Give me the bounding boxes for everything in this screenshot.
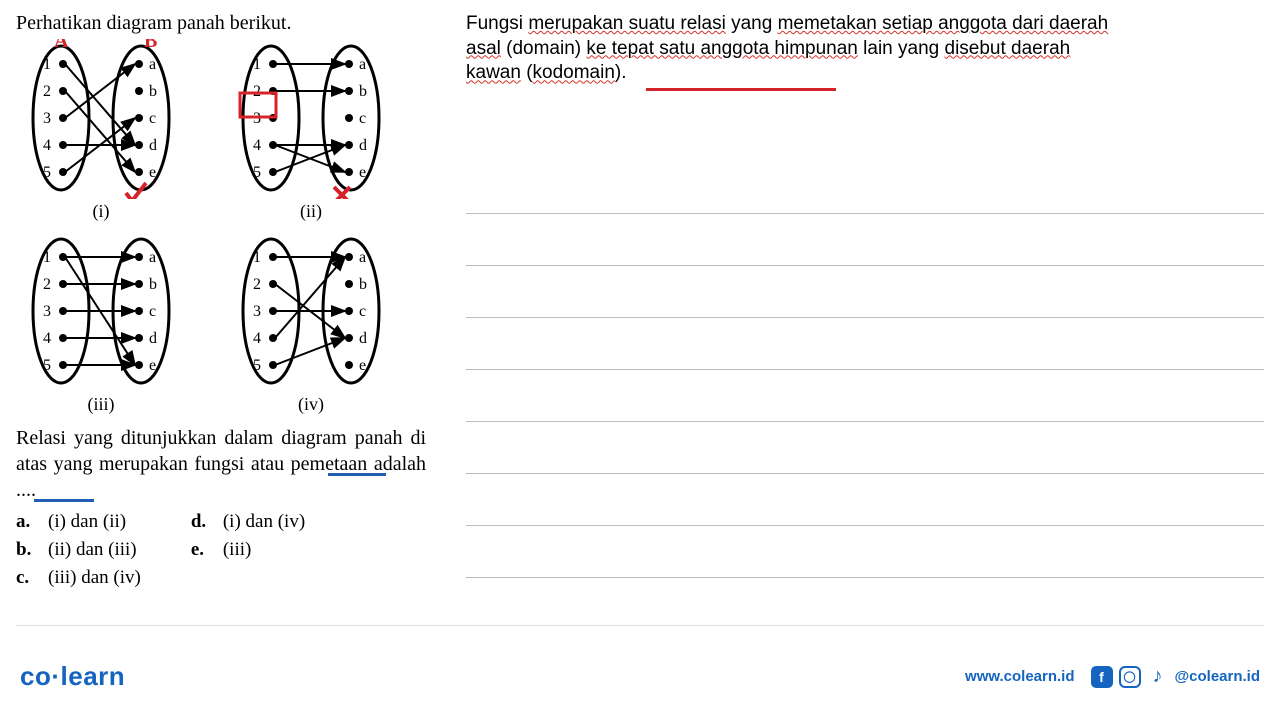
svg-text:d: d	[149, 330, 157, 347]
svg-text:3: 3	[253, 303, 261, 320]
tiktok-icon[interactable]: ♪	[1147, 666, 1169, 688]
social-links: f ◯ ♪ @colearn.id	[1091, 666, 1260, 688]
svg-text:c: c	[149, 303, 156, 320]
svg-text:b: b	[149, 83, 157, 100]
svg-text:3: 3	[43, 110, 51, 127]
mapping-diagram-iv: 1 2 3 4 5 abcde	[226, 232, 396, 392]
option-d[interactable]: d.(i) dan (iv)	[191, 511, 305, 533]
mapping-diagram-iii: 1 2 3 4 5 abcde	[16, 232, 186, 392]
diagram-label-iv: (iv)	[298, 394, 324, 415]
svg-text:c: c	[149, 110, 156, 127]
ruled-lines	[466, 162, 1264, 578]
svg-text:4: 4	[43, 330, 51, 347]
svg-text:b: b	[359, 276, 367, 293]
diagram-row-2: 12345abcde(iii)12345abcde(iv)	[16, 232, 426, 415]
svg-text:e: e	[149, 164, 156, 181]
facebook-icon[interactable]: f	[1091, 666, 1113, 688]
question-text: Relasi yang ditunjukkan dalam diagram pa…	[16, 425, 426, 503]
underline-pemetaan	[34, 499, 94, 502]
diagram-iii: 1 2 3 4 5 abcde (iii)	[16, 232, 186, 415]
svg-text:4: 4	[43, 137, 51, 154]
svg-text:5: 5	[253, 164, 261, 181]
red-underline-annotation	[646, 88, 836, 91]
svg-text:4: 4	[253, 137, 261, 154]
mapping-diagram-ii: 12345abcde	[226, 39, 396, 199]
diagram-iv: 1 2 3 4 5 abcde (iv)	[226, 232, 396, 415]
option-e[interactable]: e.(iii)	[191, 539, 305, 561]
svg-text:a: a	[359, 56, 366, 73]
svg-text:2: 2	[253, 276, 261, 293]
svg-text:A: A	[54, 39, 69, 52]
svg-text:e: e	[359, 164, 366, 181]
diagram-row-1: 12345abcdeAB(i)12345abcde(ii)	[16, 39, 426, 222]
option-c[interactable]: c.(iii) dan (iv)	[16, 567, 141, 589]
svg-text:a: a	[149, 56, 156, 73]
options-block: a.(i) dan (ii) b.(ii) dan (iii) c.(iii) da…	[16, 511, 426, 589]
svg-text:d: d	[149, 137, 157, 154]
svg-text:4: 4	[253, 330, 261, 347]
diagram-ii: 12345abcde(ii)	[226, 39, 396, 222]
option-b[interactable]: b.(ii) dan (iii)	[16, 539, 141, 561]
diagram-label-ii: (ii)	[300, 201, 322, 222]
svg-text:a: a	[149, 249, 156, 266]
svg-text:e: e	[359, 357, 366, 374]
svg-text:c: c	[359, 303, 366, 320]
diagram-label-i: (i)	[93, 201, 110, 222]
svg-text:1: 1	[43, 56, 51, 73]
footer-divider	[16, 625, 1264, 626]
svg-text:d: d	[359, 137, 367, 154]
diagram-label-iii: (iii)	[88, 394, 115, 415]
left-column: Perhatikan diagram panah berikut. 1 2 3 4 5 a…	[16, 12, 426, 589]
website-link[interactable]: www.colearn.id	[965, 668, 1074, 685]
svg-text:B: B	[144, 39, 157, 52]
right-column: Fungsi merupakan suatu relasi yang memet…	[466, 12, 1264, 589]
instagram-icon[interactable]: ◯	[1119, 666, 1141, 688]
svg-text:1: 1	[253, 56, 261, 73]
svg-text:b: b	[149, 276, 157, 293]
mapping-diagram-i: 1 2 3 4 5 abcde A B	[16, 39, 186, 199]
option-a[interactable]: a.(i) dan (ii)	[16, 511, 141, 533]
svg-text:a: a	[359, 249, 366, 266]
svg-text:5: 5	[43, 164, 51, 181]
instruction-text: Perhatikan diagram panah berikut.	[16, 12, 426, 35]
svg-text:d: d	[359, 330, 367, 347]
svg-text:c: c	[359, 110, 366, 127]
svg-text:1: 1	[253, 249, 261, 266]
svg-text:e: e	[149, 357, 156, 374]
definition-text: Fungsi merupakan suatu relasi yang memet…	[466, 12, 1264, 86]
svg-text:1: 1	[43, 249, 51, 266]
svg-text:2: 2	[43, 276, 51, 293]
footer: co·learn www.colearn.id f ◯ ♪ @colearn.i…	[20, 661, 1260, 692]
underline-fungsi	[328, 473, 386, 476]
svg-text:b: b	[359, 83, 367, 100]
svg-text:5: 5	[253, 357, 261, 374]
svg-text:5: 5	[43, 357, 51, 374]
brand-logo: co·learn	[20, 661, 125, 692]
svg-text:3: 3	[43, 303, 51, 320]
diagram-i: 1 2 3 4 5 abcde A B (i)	[16, 39, 186, 222]
social-handle[interactable]: @colearn.id	[1175, 668, 1260, 685]
svg-text:2: 2	[43, 83, 51, 100]
